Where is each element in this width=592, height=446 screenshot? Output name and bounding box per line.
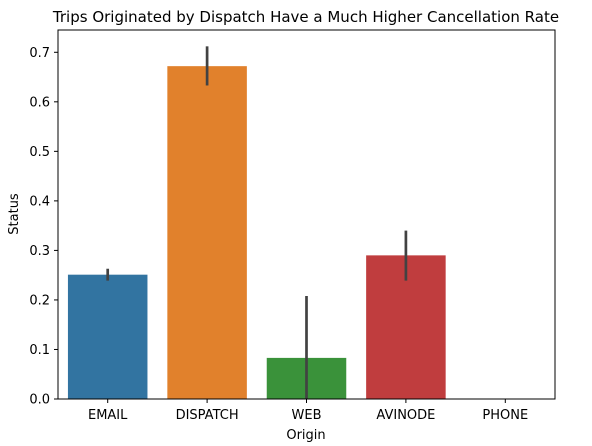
x-tick-label-dispatch: DISPATCH xyxy=(176,408,239,423)
y-tick-label: 0.5 xyxy=(29,145,50,160)
y-axis-label: Status xyxy=(7,193,22,235)
y-tick-label: 0.1 xyxy=(29,343,50,358)
bars-group xyxy=(67,66,446,399)
x-axis-label: Origin xyxy=(286,428,325,443)
x-tick-label-web: WEB xyxy=(292,408,322,423)
y-tick-label: 0.7 xyxy=(29,46,50,61)
y-tick-label: 0.4 xyxy=(29,194,50,209)
bar-email xyxy=(67,274,148,399)
x-tick-label-avinode: AVINODE xyxy=(376,408,435,423)
bar-dispatch xyxy=(167,66,247,399)
error-bars-group xyxy=(106,46,408,399)
y-tick-label: 0.6 xyxy=(29,95,50,110)
y-tick-label: 0.3 xyxy=(29,244,50,259)
x-tick-label-email: EMAIL xyxy=(88,408,128,423)
y-tick-label: 0.0 xyxy=(29,393,50,408)
x-axis: EMAIL DISPATCH WEB AVINODE PHONE xyxy=(88,399,528,423)
y-tick-label: 0.2 xyxy=(29,293,50,308)
y-axis: 0.0 0.1 0.2 0.3 0.4 0.5 0.6 0.7 xyxy=(29,46,58,408)
chart-title: Trips Originated by Dispatch Have a Much… xyxy=(52,8,559,26)
x-tick-label-phone: PHONE xyxy=(482,408,528,423)
